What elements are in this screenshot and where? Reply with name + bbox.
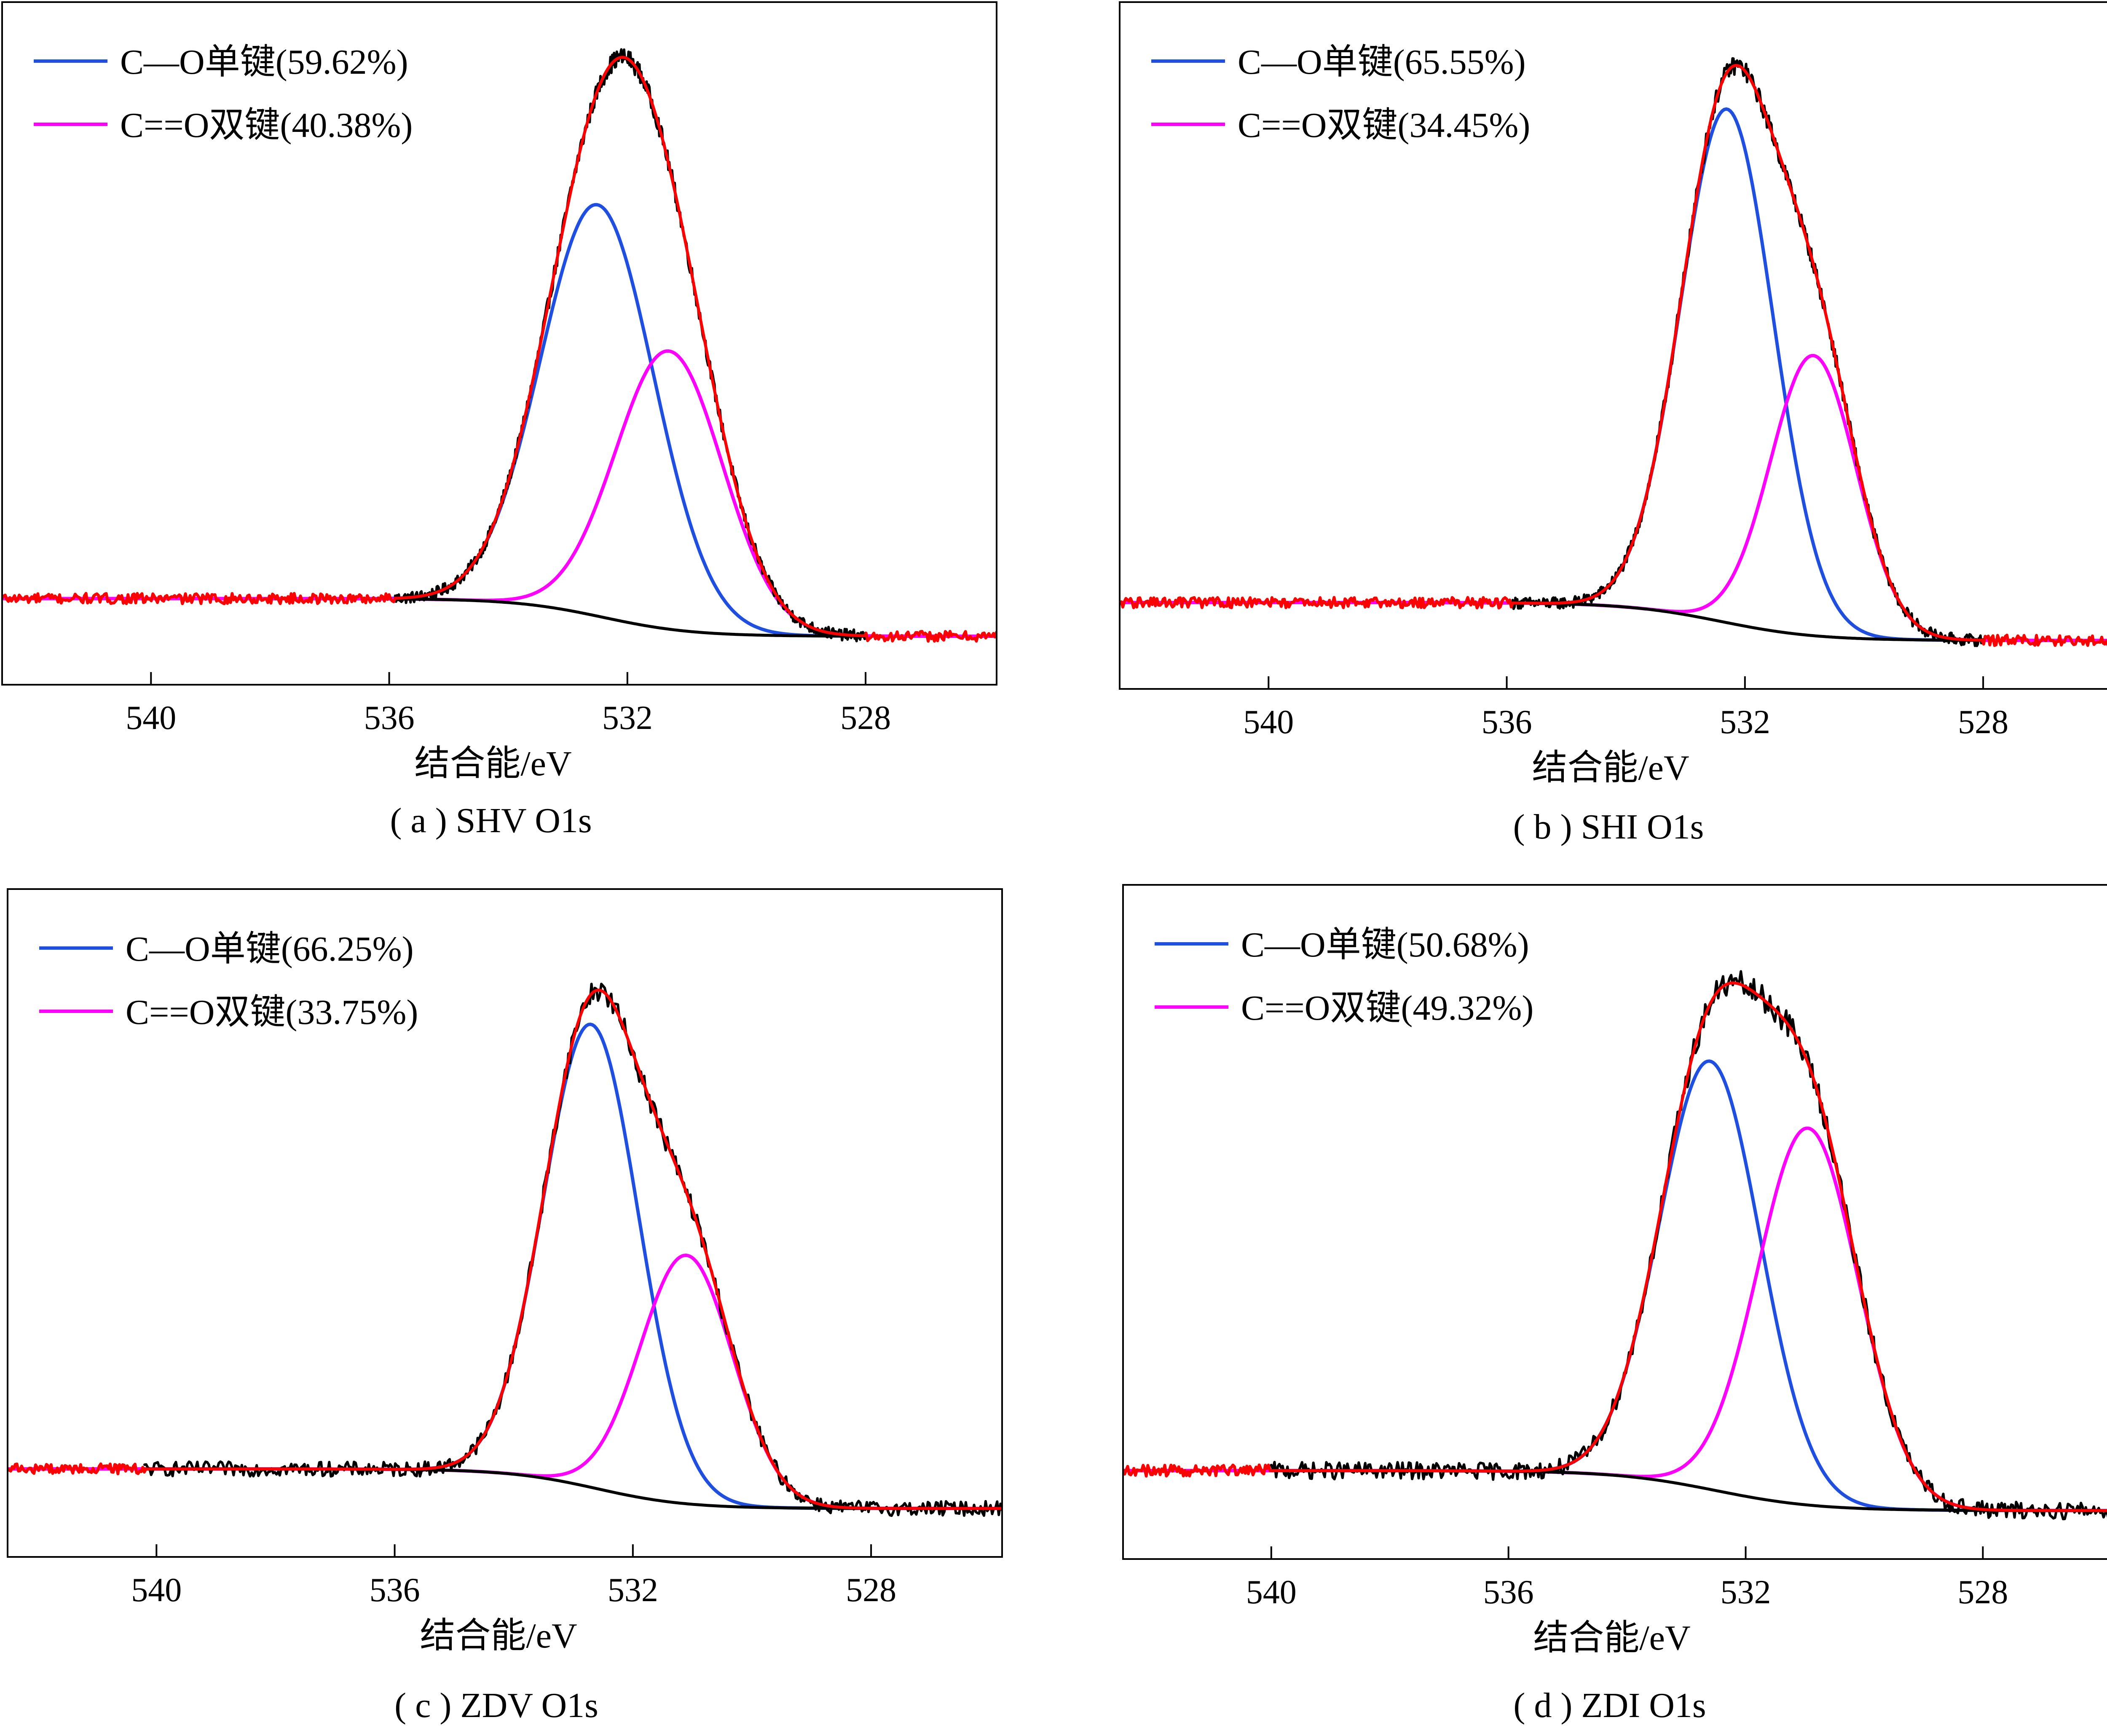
panel-a: 540 536 532 528 结合能/eV ( a ) SHV O1s C—O单键(59.…	[1, 1, 997, 840]
panel-c: 540 536 532 528 结合能/eV ( c ) ZDV O1s C—O单键(66.…	[7, 888, 1003, 1725]
x-tick-label: 536	[364, 699, 415, 737]
plot-frame	[1122, 884, 2107, 1560]
series-fit-line	[1120, 64, 2107, 647]
x-axis-label: 结合能/eV	[420, 1616, 577, 1656]
x-axis-label: 结合能/eV	[414, 744, 571, 783]
x-tick-label: 536	[1483, 1574, 1534, 1611]
panel-caption: ( a ) SHV O1s	[390, 801, 592, 840]
series-fit-line	[1123, 981, 2107, 1512]
x-axis-label: 结合能/eV	[1532, 748, 1689, 788]
series-fit-line	[2, 56, 997, 643]
series-fit-line	[8, 989, 1002, 1510]
x-tick-label: 532	[1720, 704, 1770, 741]
plot-frame	[7, 888, 1003, 1558]
panel-caption: ( c ) ZDV O1s	[394, 1686, 598, 1725]
legend-label: C==O双键(40.38%)	[120, 106, 413, 145]
legend-label: C—O单键(66.25%)	[126, 930, 414, 969]
x-tick-label: 536	[370, 1572, 420, 1609]
x-tick-label: 540	[1243, 704, 1294, 741]
plot-area	[8, 983, 1002, 1517]
x-tick-label: 532	[602, 699, 653, 737]
x-tick-label: 540	[126, 699, 176, 737]
x-tick-label: 532	[1721, 1574, 1771, 1611]
series-background-line	[394, 597, 867, 638]
legend-label: C==O双键(34.45%)	[1238, 106, 1530, 145]
plot-frame	[1119, 1, 2107, 690]
legend-label: C—O单键(59.62%)	[120, 43, 408, 82]
x-tick-label: 540	[1246, 1574, 1297, 1611]
x-tick-label: 528	[1957, 1574, 2008, 1611]
panel-caption: ( d ) ZDI O1s	[1513, 1686, 1706, 1725]
legend-label: C—O单键(50.68%)	[1241, 925, 1529, 964]
x-tick-label: 528	[1958, 704, 2008, 741]
panel-caption: ( b ) SHI O1s	[1513, 807, 1704, 847]
plot-area	[1123, 970, 2107, 1521]
legend-label: C==O双键(49.32%)	[1241, 989, 1533, 1028]
panel-b: 540 536 532 528 结合能/eV ( b ) SHI O1s C—O单键(65.…	[1119, 1, 2107, 847]
x-tick-label: 532	[608, 1572, 658, 1609]
plot-area	[1120, 57, 2107, 647]
x-tick-label: 528	[846, 1572, 896, 1609]
series-background-line	[1511, 601, 1985, 642]
x-tick-label: 528	[840, 699, 891, 737]
plot-frame	[1, 1, 997, 686]
legend-label: C—O单键(65.55%)	[1238, 43, 1526, 82]
x-axis-label: 结合能/eV	[1533, 1618, 1690, 1658]
plot-area	[2, 48, 997, 643]
x-tick-label: 540	[131, 1572, 182, 1609]
x-tick-label: 536	[1482, 704, 1532, 741]
panel-d: 540 536 532 528 结合能/eV ( d ) ZDI O1s C—O单键(50.…	[1122, 884, 2107, 1725]
legend-label: C==O双键(33.75%)	[126, 993, 418, 1032]
